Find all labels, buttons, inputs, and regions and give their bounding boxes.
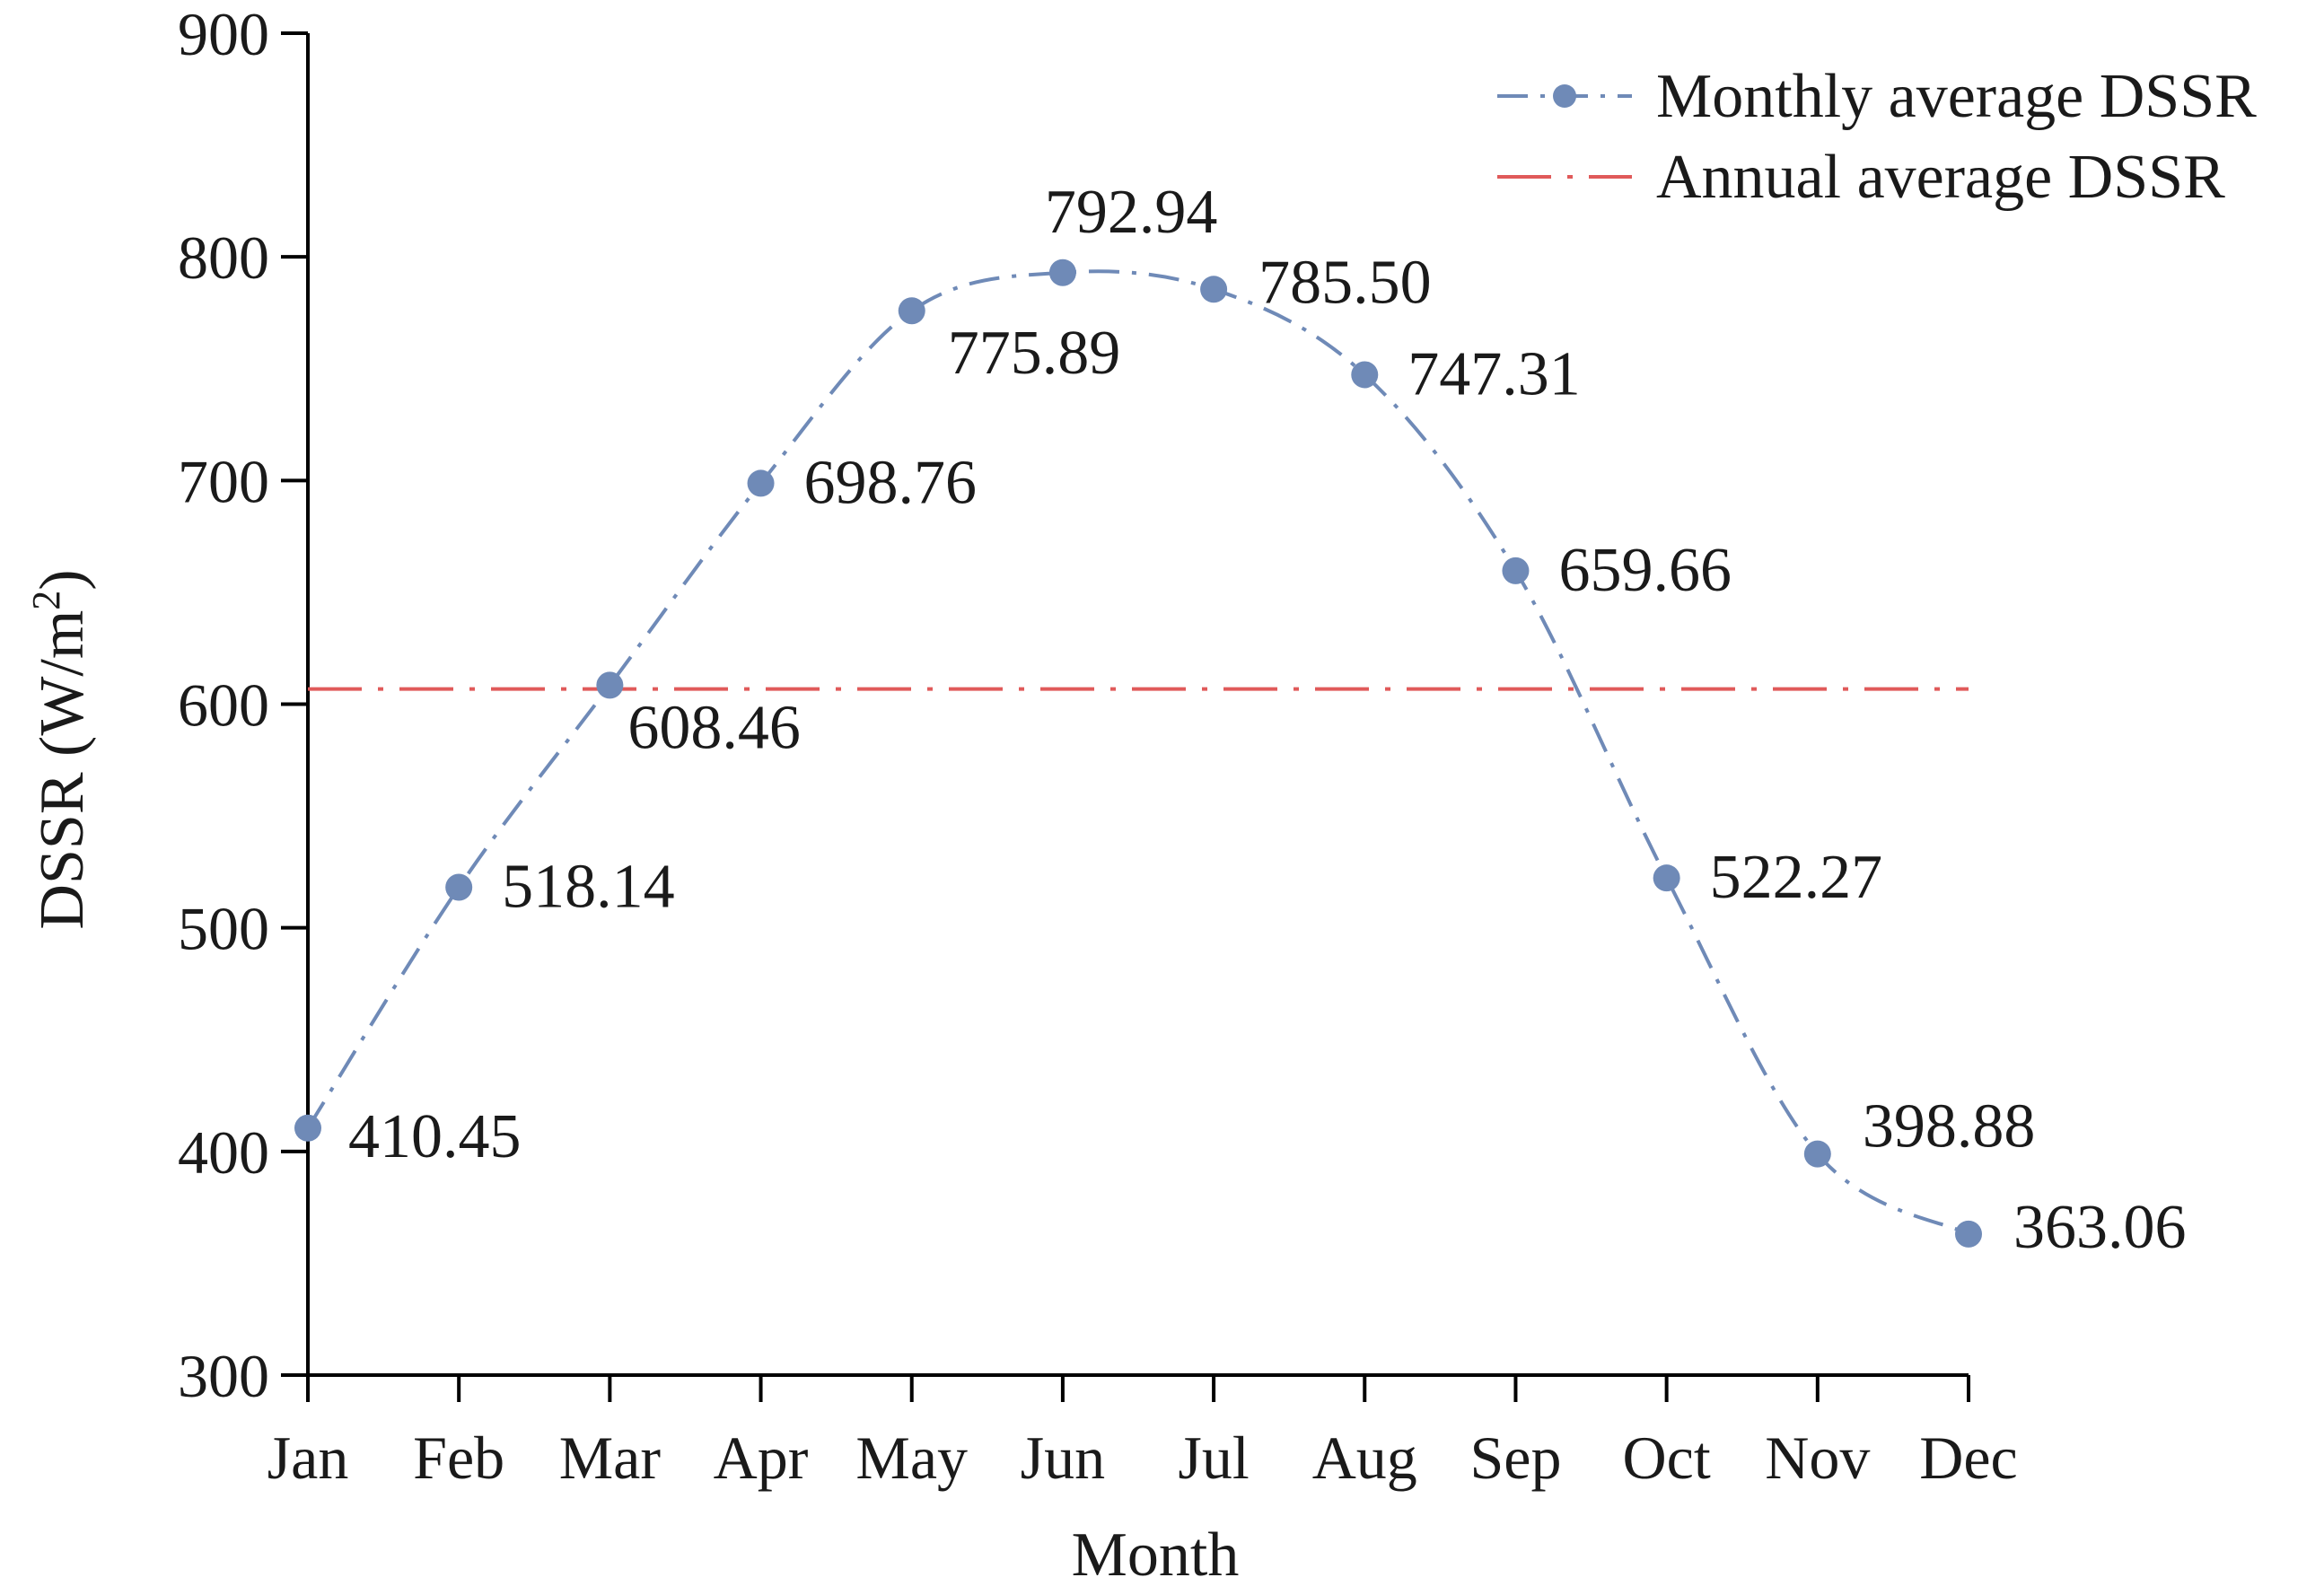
y-axis-title: DSSR (W/m2) [24,569,97,929]
data-point [1048,259,1076,286]
data-label: 785.50 [1258,248,1432,317]
data-point [747,469,775,497]
y-axis-title-tail: ) [28,569,97,590]
data-point [898,297,925,325]
x-tick-label: Aug [1312,1424,1417,1492]
y-tick-label: 600 [178,671,269,740]
data-point [1803,1140,1831,1168]
data-label: 608.46 [627,693,801,762]
x-tick-label: Mar [559,1424,662,1492]
x-tick-label: Oct [1623,1424,1711,1492]
y-tick-label: 800 [178,223,269,292]
data-point [445,873,473,901]
x-tick-label: Nov [1765,1424,1870,1492]
axes-layer: 300 400 500 600 700 800 900 Jan Feb Mar Apr May Jun J… [178,0,2018,1492]
legend: Monthly average DSSR Annual average DSSR [1497,62,2257,212]
data-point [596,671,624,699]
data-point [294,1114,321,1142]
x-tick-label: Sep [1469,1424,1561,1492]
x-tick-label: May [855,1424,968,1492]
data-point [1955,1220,1982,1248]
x-tick-label: Jun [1021,1424,1105,1492]
y-tick-label: 400 [178,1118,269,1187]
y-axis-title-main: DSSR (W/m [28,610,97,930]
x-tick-label: Feb [413,1424,504,1492]
legend-item-annual: Annual average DSSR [1497,143,2225,212]
y-tick-label: 700 [178,447,269,515]
y-tick-label: 900 [178,0,269,68]
x-tick-label: Apr [714,1424,809,1492]
data-label: 698.76 [804,448,977,517]
legend-label-annual: Annual average DSSR [1656,143,2225,212]
y-tick-label: 300 [178,1342,269,1410]
legend-item-monthly: Monthly average DSSR [1497,62,2257,131]
data-point [1653,864,1680,892]
y-axis-title-superscript: 2 [24,591,68,610]
data-point [1502,556,1530,584]
data-label: 410.45 [348,1102,522,1171]
data-label: 792.94 [1045,178,1218,247]
x-tick-label: Dec [1919,1424,2017,1492]
data-label: 747.31 [1408,339,1581,408]
data-point [1351,361,1379,389]
series-layer [294,259,1982,1248]
legend-marker-monthly [1553,84,1576,108]
legend-label-monthly: Monthly average DSSR [1656,62,2257,131]
data-point [1200,276,1228,303]
data-label: 518.14 [502,852,675,921]
data-label: 659.66 [1558,536,1732,605]
monthly-average-series-line [306,269,1969,1236]
y-tick-label: 500 [178,895,269,963]
data-label: 398.88 [1863,1092,2036,1161]
data-labels-layer: 410.45 518.14 608.46 698.76 775.89 792.94 785.… [348,178,2187,1262]
x-tick-label: Jul [1178,1424,1249,1492]
x-axis-title: Month [1072,1521,1240,1590]
data-label: 363.06 [2013,1193,2187,1262]
x-tick-label: Jan [267,1424,349,1492]
data-label: 522.27 [1710,843,1882,912]
data-label: 775.89 [948,319,1121,388]
